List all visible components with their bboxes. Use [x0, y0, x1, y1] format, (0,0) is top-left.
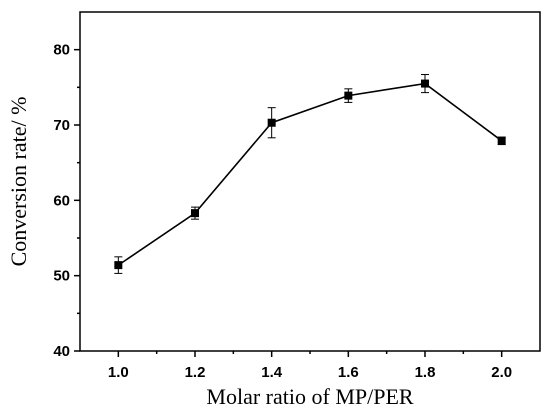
series-line	[117, 82, 503, 266]
x-tick-label: 1.0	[108, 364, 129, 381]
data-point	[114, 261, 123, 270]
data-point	[497, 136, 506, 145]
plot-frame	[79, 11, 541, 352]
y-axis: 40 50 60 70 80	[53, 42, 80, 360]
x-tick-label: 1.2	[185, 364, 206, 381]
data-point	[344, 91, 353, 100]
y-axis-title: Conversion rate/ %	[6, 97, 31, 267]
y-tick-label: 60	[53, 192, 70, 209]
x-axis-title: Molar ratio of MP/PER	[206, 384, 413, 409]
x-tick-label: 2.0	[491, 364, 512, 381]
y-tick-label: 80	[53, 42, 70, 59]
x-tick-label: 1.4	[261, 364, 283, 381]
y-tick-label: 70	[53, 117, 70, 134]
x-axis: 1.0 1.2 1.4 1.6 1.8 2.0	[108, 351, 512, 381]
data-point	[191, 209, 199, 218]
x-tick-label: 1.6	[338, 364, 359, 381]
y-tick-label: 50	[53, 268, 70, 285]
data-point	[267, 118, 276, 127]
data-point	[421, 79, 429, 88]
series	[114, 74, 506, 274]
x-tick-label: 1.8	[415, 364, 436, 381]
plot-area	[79, 11, 541, 352]
y-tick-label: 40	[53, 343, 70, 360]
